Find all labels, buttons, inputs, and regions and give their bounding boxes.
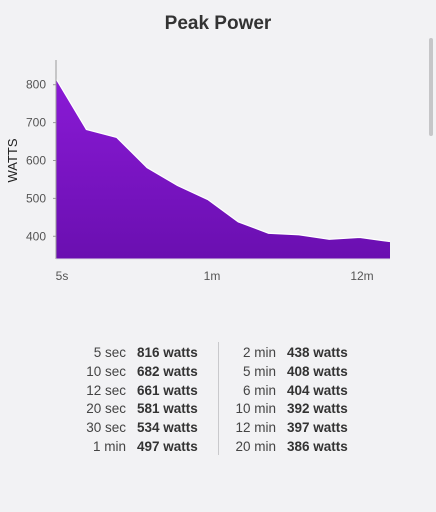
stat-row-left: 10 sec 682 watts bbox=[0, 363, 436, 381]
stat-row-left: 1 min 497 watts bbox=[0, 438, 436, 456]
stat-duration: 10 sec bbox=[86, 363, 126, 379]
stat-row-left: 30 sec 534 watts bbox=[0, 419, 436, 437]
stat-watts: 392 watts bbox=[287, 401, 348, 417]
stat-duration: 1 min bbox=[92, 439, 126, 454]
stat-duration: 2 min bbox=[242, 345, 276, 360]
stat-duration: 10 min bbox=[235, 401, 276, 417]
x-tick-label: 5s bbox=[56, 269, 69, 283]
stat-row-right: 10 min 392 watts bbox=[0, 400, 436, 418]
y-tick-label: 500 bbox=[26, 191, 46, 205]
power-line bbox=[55, 78, 391, 243]
stats-divider bbox=[218, 342, 219, 455]
stat-row-right: 5 min 408 watts bbox=[0, 363, 436, 381]
page-title: Peak Power bbox=[164, 13, 272, 34]
stat-watts: 397 watts bbox=[287, 420, 348, 436]
stat-watts: 386 watts bbox=[287, 439, 348, 454]
stat-duration: 20 sec bbox=[86, 401, 126, 417]
stat-watts: 497 watts bbox=[137, 439, 198, 454]
stat-row-right: 6 min 404 watts bbox=[0, 382, 436, 400]
stat-watts: 661 watts bbox=[137, 382, 198, 398]
stat-watts: 534 watts bbox=[137, 420, 198, 436]
stat-watts: 438 watts bbox=[287, 345, 348, 360]
stat-watts: 404 watts bbox=[287, 382, 348, 398]
y-tick-label: 600 bbox=[26, 154, 46, 168]
stat-watts: 581 watts bbox=[137, 401, 198, 417]
y-tick-label: 700 bbox=[26, 116, 46, 130]
power-area bbox=[56, 78, 390, 260]
stat-row-right: 12 min 397 watts bbox=[0, 419, 436, 437]
stats-table: 5 sec 816 watts 10 sec 682 watts 12 sec 661 w… bbox=[0, 340, 436, 470]
scrollbar-thumb[interactable] bbox=[429, 38, 433, 136]
peak-power-chart: 800 700 600 500 400 WATTS 5s 1m 12m bbox=[5, 60, 391, 283]
stat-duration: 5 min bbox=[242, 363, 276, 379]
stat-duration: 30 sec bbox=[86, 420, 126, 436]
stat-duration: 5 sec bbox=[93, 345, 126, 360]
x-tick-label: 1m bbox=[204, 269, 221, 283]
stat-row-left: 5 sec 816 watts bbox=[0, 344, 436, 362]
stat-watts: 408 watts bbox=[287, 363, 348, 379]
stat-row-left: 20 sec 581 watts bbox=[0, 400, 436, 418]
y-tick-label: 800 bbox=[26, 78, 46, 92]
y-tick-label: 400 bbox=[26, 229, 46, 243]
stat-watts: 682 watts bbox=[137, 363, 198, 379]
stat-row-left: 12 sec 661 watts bbox=[0, 382, 436, 400]
stat-watts: 816 watts bbox=[137, 345, 198, 360]
x-tick-label: 12m bbox=[350, 269, 373, 283]
y-axis-title: WATTS bbox=[5, 138, 20, 182]
stat-row-right: 2 min 438 watts bbox=[0, 344, 436, 362]
stat-row-right: 20 min 386 watts bbox=[0, 438, 436, 456]
stat-duration: 12 sec bbox=[86, 382, 126, 398]
stat-duration: 6 min bbox=[242, 382, 276, 398]
stat-duration: 12 min bbox=[235, 420, 276, 436]
stat-duration: 20 min bbox=[235, 439, 276, 454]
scrollbar-track[interactable] bbox=[427, 0, 436, 512]
